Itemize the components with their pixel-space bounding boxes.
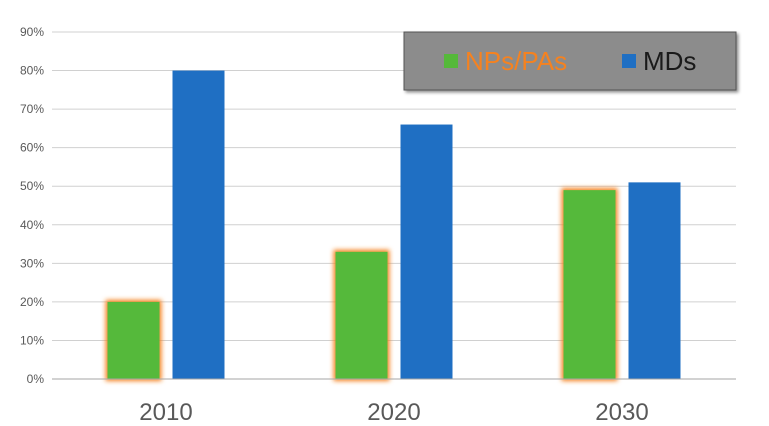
bar-mds-2010 bbox=[172, 70, 225, 380]
bar-nps-pas-2020 bbox=[335, 251, 388, 379]
y-tick-label: 10% bbox=[20, 333, 44, 347]
bar-nps-pas-2030 bbox=[563, 190, 616, 379]
y-tick-label: 0% bbox=[27, 372, 45, 386]
y-tick-label: 20% bbox=[20, 295, 44, 309]
bar-mds-2030 bbox=[628, 182, 681, 379]
x-axis-ticks: 2010 2020 2030 bbox=[139, 399, 648, 426]
legend-swatch bbox=[444, 54, 458, 68]
y-tick-label: 90% bbox=[20, 25, 44, 39]
bar-nps-pas-2010 bbox=[107, 301, 160, 379]
bar-mds-2020 bbox=[400, 124, 453, 380]
x-tick-label: 2010 bbox=[139, 399, 192, 426]
y-tick-label: 50% bbox=[20, 179, 44, 193]
y-tick-label: 70% bbox=[20, 102, 44, 116]
y-axis-ticks: 0% 10% 20% 30% 40% 50% 60% 70% 80% 90% bbox=[20, 25, 44, 386]
y-tick-label: 40% bbox=[20, 218, 44, 232]
legend-label: MDs bbox=[643, 46, 696, 76]
legend-swatch bbox=[622, 54, 636, 68]
x-tick-label: 2030 bbox=[595, 399, 648, 426]
bars bbox=[107, 70, 681, 380]
legend: NPs/PAs MDs bbox=[403, 31, 737, 91]
y-tick-label: 60% bbox=[20, 141, 44, 155]
legend-box bbox=[403, 31, 737, 91]
x-tick-label: 2020 bbox=[367, 399, 420, 426]
legend-label: NPs/PAs bbox=[465, 46, 567, 76]
y-tick-label: 80% bbox=[20, 64, 44, 78]
gridlines bbox=[52, 31, 736, 341]
y-tick-label: 30% bbox=[20, 256, 44, 270]
